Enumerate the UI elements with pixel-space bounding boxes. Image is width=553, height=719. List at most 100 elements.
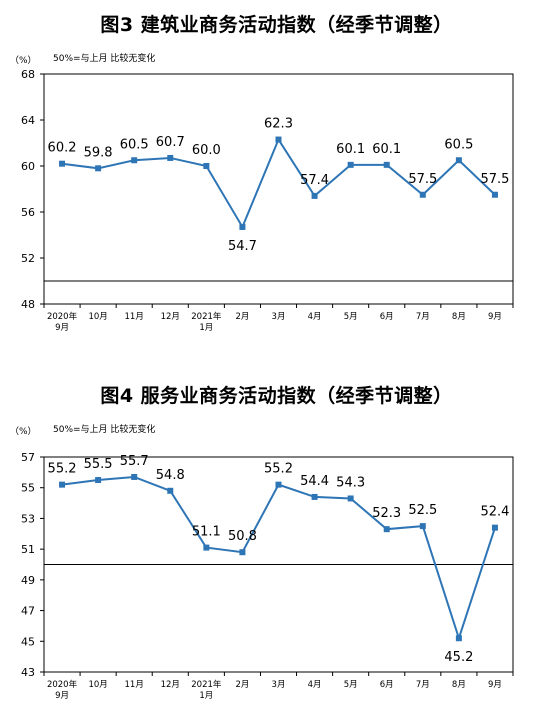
data-label: 62.3 — [264, 117, 293, 132]
x-tick-label: 6月 — [380, 312, 394, 322]
y-tick-label: 56 — [21, 206, 35, 219]
data-label: 55.7 — [120, 454, 149, 469]
note-label: 50%=与上月 比较无变化 — [53, 423, 155, 435]
data-point — [95, 165, 102, 172]
data-point — [203, 163, 210, 169]
data-point — [131, 157, 138, 164]
data-point — [347, 161, 354, 168]
x-tick-label: 3月 — [272, 680, 286, 690]
data-label: 52.5 — [408, 503, 437, 518]
data-point — [383, 161, 390, 168]
data-label: 60.7 — [156, 135, 185, 150]
x-tick-label: 10月 — [88, 680, 107, 690]
note-label: 50%=与上月 比较无变化 — [53, 52, 155, 64]
x-tick-label: 2021年 1月 — [191, 679, 222, 701]
data-label: 55.2 — [48, 462, 77, 477]
x-tick-label: 2月 — [235, 680, 249, 690]
y-tick-label: 68 — [21, 68, 35, 81]
y-tick-label: 48 — [21, 298, 35, 311]
data-point — [167, 154, 174, 161]
y-tick-label: 52 — [21, 252, 35, 265]
data-label: 60.0 — [192, 143, 221, 158]
data-point — [455, 157, 462, 164]
x-tick-label: 2月 — [235, 312, 249, 322]
data-label: 59.8 — [84, 145, 113, 160]
y-tick-label: 47 — [21, 605, 35, 618]
data-point — [275, 481, 282, 488]
data-point — [491, 524, 498, 531]
data-label: 60.5 — [444, 137, 473, 152]
y-tick-label: 45 — [21, 635, 35, 648]
y-tick-label: 51 — [21, 543, 35, 556]
x-tick-label: 8月 — [452, 312, 466, 322]
series-line — [61, 475, 496, 642]
data-label: 52.4 — [480, 505, 509, 520]
data-point — [131, 473, 138, 480]
construction-business-activity-chart: （%） 50%=与上月 比较无变化 48 52 56 60 64 68 2020年 9月 10月 11… — [10, 52, 514, 333]
data-label: 54.4 — [300, 474, 329, 489]
data-point — [419, 191, 426, 198]
data-label: 50.8 — [228, 529, 257, 544]
data-point — [203, 544, 210, 551]
data-point — [275, 136, 282, 143]
data-label: 54.3 — [336, 475, 365, 490]
x-tick-label: 7月 — [416, 680, 430, 690]
plot-frame — [43, 73, 514, 305]
data-label: 57.5 — [408, 172, 437, 187]
x-tick-label: 5月 — [344, 680, 358, 690]
data-label: 51.1 — [192, 525, 221, 540]
x-tick-label: 2020年 9月 — [47, 311, 78, 333]
data-label: 54.7 — [228, 239, 257, 254]
data-point — [239, 223, 246, 230]
data-point — [311, 192, 318, 199]
x-tick-label: 2021年 1月 — [191, 311, 222, 333]
data-label: 60.5 — [120, 137, 149, 152]
y-tick-label: 64 — [21, 114, 35, 127]
data-point — [419, 523, 426, 530]
y-tick-label: 49 — [21, 574, 35, 587]
y-tick-label: 43 — [21, 666, 35, 679]
x-tick-label: 11月 — [125, 312, 144, 322]
y-tick-label: 60 — [21, 160, 35, 173]
chart-title: 图3 建筑业商务活动指数（经季节调整） — [100, 14, 453, 36]
services-business-activity-chart: （%） 50%=与上月 比较无变化 43 45 47 49 51 53 55 57 2020年 9月 1… — [10, 423, 514, 701]
x-tick-label: 12月 — [161, 680, 180, 690]
data-point — [491, 191, 498, 198]
data-label: 52.3 — [372, 506, 401, 521]
x-tick-label: 4月 — [308, 680, 322, 690]
data-point — [311, 493, 318, 500]
x-tick-label: 6月 — [380, 680, 394, 690]
data-label: 55.2 — [264, 462, 293, 477]
data-point — [455, 635, 462, 642]
x-tick-label: 4月 — [308, 312, 322, 322]
data-label: 60.1 — [336, 142, 365, 157]
data-point — [347, 495, 354, 502]
x-tick-label: 3月 — [272, 312, 286, 322]
y-tick-label: 55 — [21, 482, 35, 495]
data-point — [167, 487, 174, 494]
x-tick-label: 2020年 9月 — [47, 679, 78, 701]
x-tick-label: 9月 — [488, 680, 502, 690]
y-tick-label: 57 — [21, 451, 35, 464]
x-tick-label: 7月 — [416, 312, 430, 322]
x-tick-label: 11月 — [125, 680, 144, 690]
y-tick-label: 53 — [21, 512, 35, 525]
data-point — [95, 477, 102, 484]
data-point — [59, 160, 66, 167]
unit-label: （%） — [10, 426, 37, 437]
x-tick-label: 10月 — [88, 312, 107, 322]
data-label: 54.8 — [156, 468, 185, 483]
x-tick-label: 5月 — [344, 312, 358, 322]
data-label: 45.2 — [444, 650, 473, 665]
x-tick-label: 8月 — [452, 680, 466, 690]
data-label: 57.4 — [300, 173, 329, 188]
data-label: 55.5 — [84, 457, 113, 472]
data-point — [239, 549, 246, 556]
data-point — [383, 526, 390, 533]
data-label: 60.2 — [48, 141, 77, 156]
unit-label: （%） — [10, 55, 37, 66]
x-tick-label: 12月 — [161, 312, 180, 322]
data-label: 57.5 — [480, 172, 509, 187]
data-label: 60.1 — [372, 142, 401, 157]
data-point — [59, 481, 66, 488]
